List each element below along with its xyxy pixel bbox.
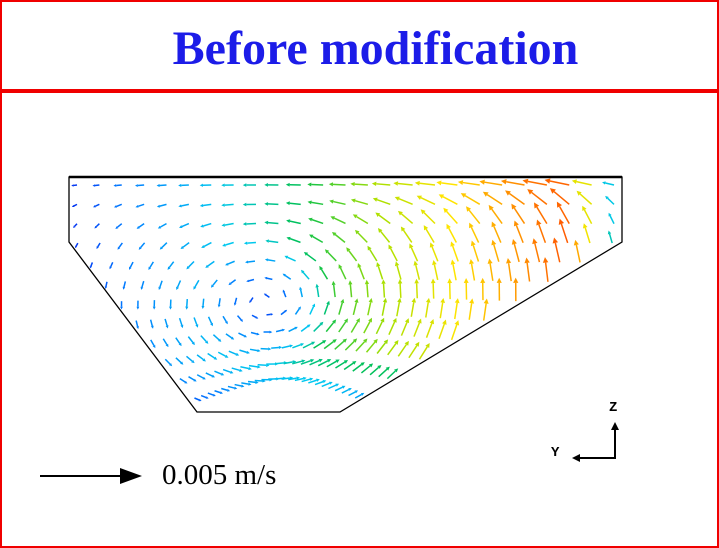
z-axis-arrow: [614, 429, 616, 458]
axis-y-label: Y: [551, 445, 560, 461]
z-axis-arrowhead-icon: [611, 422, 619, 430]
scale-arrow-head-icon: [120, 468, 142, 484]
y-axis-arrowhead-icon: [572, 454, 580, 462]
scale-arrow-shaft: [40, 475, 120, 477]
axis-z-label: Z: [609, 400, 618, 416]
scale-label: 0.005 m/s: [162, 459, 277, 491]
y-axis-arrow: [580, 457, 616, 459]
